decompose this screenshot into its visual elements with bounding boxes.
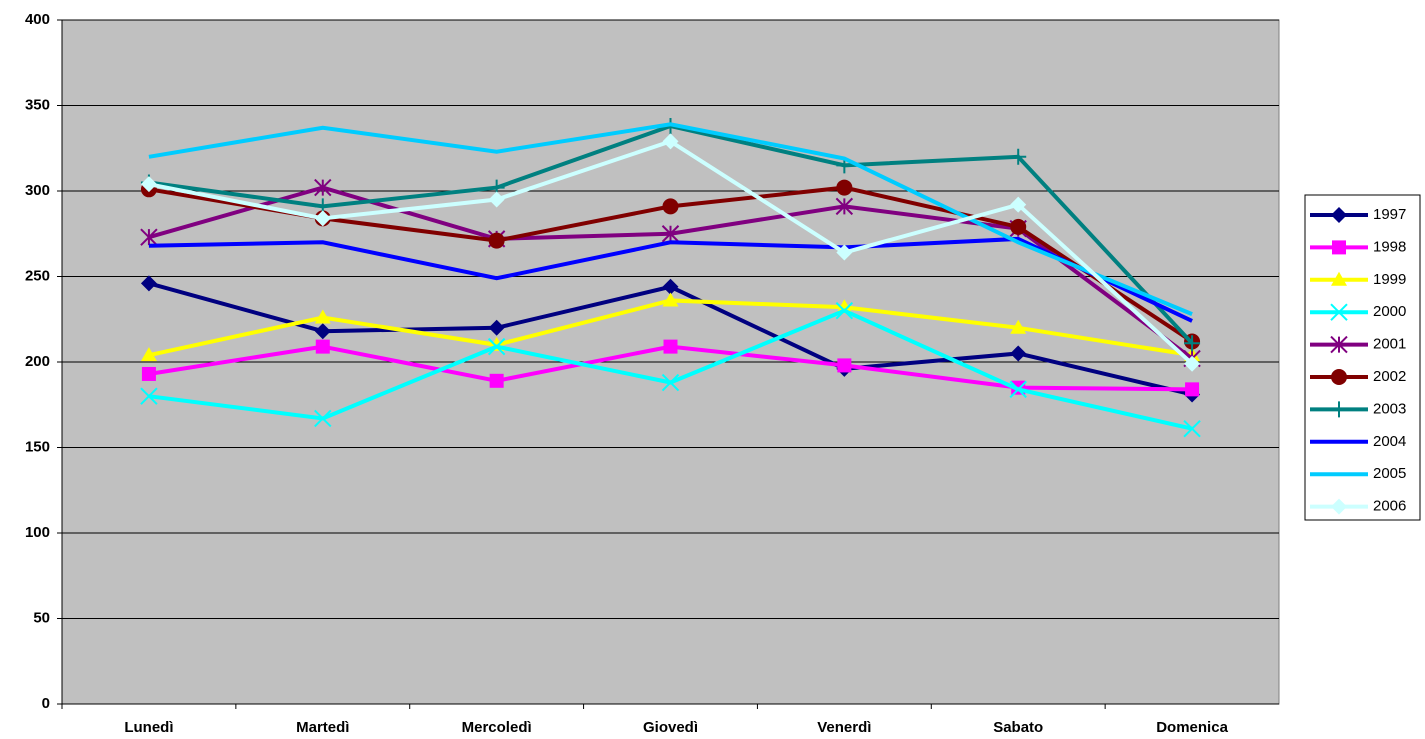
y-tick-label: 250 [25,267,50,284]
marker [836,179,853,196]
y-tick-label: 150 [25,438,50,455]
legend-label: 2003 [1373,400,1406,417]
marker [314,323,331,340]
marker [661,373,680,392]
marker [662,292,679,307]
marker [488,232,505,249]
marker [488,191,505,208]
marker [140,228,158,246]
marker [1010,196,1027,213]
marker [835,301,854,320]
marker [837,358,852,373]
marker [663,339,678,354]
y-tick-label: 100 [25,524,50,541]
marker [1010,345,1027,362]
x-tick-label: Domenica [1156,719,1228,736]
marker [661,225,680,243]
marker [1330,335,1348,354]
marker [1331,369,1347,385]
legend-label: 2005 [1373,465,1406,482]
marker [662,278,679,295]
marker [662,198,679,215]
x-tick-label: Sabato [993,719,1043,736]
marker [488,319,505,336]
x-tick-label: Giovedì [643,719,698,736]
marker [1010,148,1027,165]
marker [314,178,332,197]
legend-label: 1997 [1373,206,1406,223]
y-tick-label: 0 [42,695,50,712]
marker [1331,271,1347,286]
marker [1010,319,1027,334]
marker [140,347,157,362]
x-tick-label: Venerdì [817,719,871,736]
marker [835,197,854,216]
series-line [148,236,1193,323]
y-tick-label: 350 [25,96,50,113]
legend-label: 1999 [1373,271,1406,288]
marker [489,373,504,388]
marker [1331,498,1347,515]
legend-label: 2001 [1373,336,1406,353]
y-tick-label: 400 [25,11,50,28]
marker [1010,218,1027,235]
x-tick-label: Martedì [296,719,349,736]
marker [1331,401,1347,418]
marker [140,275,157,292]
marker [315,339,330,354]
legend-label: 2002 [1373,368,1406,385]
marker [314,409,332,428]
marker [1184,355,1201,372]
marker [1183,419,1201,438]
x-tick-label: Lunedì [124,719,173,736]
marker [140,387,158,405]
legend-label: 1998 [1373,238,1406,255]
marker [1009,380,1027,399]
marker [836,299,853,314]
legend-label: 2006 [1373,498,1406,515]
marker [1332,240,1346,255]
x-tick-label: Mercoledì [462,719,532,736]
y-tick-label: 200 [25,353,50,370]
marker [314,210,331,227]
legend-label: 2004 [1373,433,1406,450]
series-line [148,122,1193,316]
marker [1330,303,1348,321]
marker [1331,207,1347,223]
marker [141,366,156,381]
marker [314,309,331,324]
marker [836,244,853,261]
legend-label: 2000 [1373,303,1406,320]
y-tick-label: 300 [25,182,50,199]
y-tick-label: 50 [33,609,50,626]
marker [662,133,679,150]
marker [1184,335,1201,352]
marker [487,337,506,356]
marker [140,176,157,193]
marker [1185,382,1200,397]
